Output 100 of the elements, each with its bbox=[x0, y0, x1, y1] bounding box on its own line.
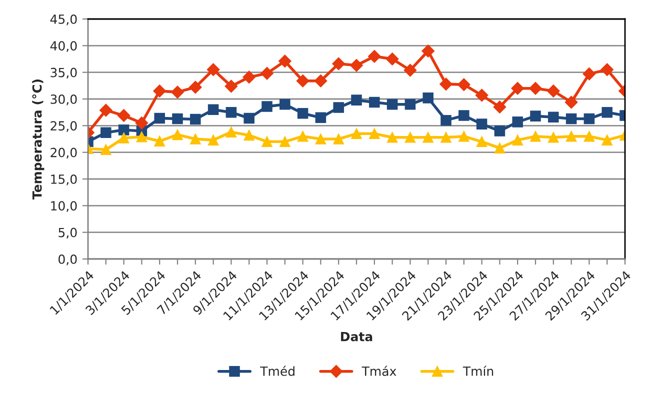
point bbox=[280, 98, 290, 110]
point bbox=[512, 116, 523, 128]
legend-label: Tmín bbox=[462, 366, 494, 376]
point bbox=[315, 112, 326, 124]
point bbox=[404, 98, 416, 110]
point bbox=[457, 78, 470, 92]
y-tick-label: 5,0 bbox=[58, 228, 77, 239]
point bbox=[208, 134, 219, 146]
y-tick-label: 30,0 bbox=[50, 94, 77, 106]
y-tick-label: 35,0 bbox=[50, 68, 77, 79]
point bbox=[422, 132, 434, 143]
point bbox=[440, 132, 452, 143]
point bbox=[153, 84, 166, 98]
point bbox=[226, 126, 237, 138]
point bbox=[224, 80, 238, 93]
point bbox=[582, 68, 596, 80]
point bbox=[566, 130, 577, 142]
point bbox=[244, 112, 254, 124]
point bbox=[529, 82, 542, 95]
point bbox=[440, 78, 452, 90]
point bbox=[369, 96, 380, 108]
point bbox=[584, 113, 595, 124]
point bbox=[262, 101, 272, 112]
point bbox=[280, 136, 290, 148]
point bbox=[493, 100, 506, 114]
point bbox=[422, 44, 435, 58]
point bbox=[190, 134, 201, 144]
point bbox=[494, 142, 506, 154]
point bbox=[172, 129, 183, 140]
point bbox=[476, 118, 488, 130]
point bbox=[530, 110, 541, 122]
point bbox=[386, 98, 398, 110]
y-tick-label: 25,0 bbox=[50, 121, 77, 132]
point bbox=[242, 70, 256, 84]
point bbox=[602, 134, 612, 146]
x-axis-title: Data bbox=[341, 332, 372, 342]
point bbox=[118, 124, 130, 136]
point bbox=[368, 50, 381, 63]
legend-label: Tméd bbox=[260, 366, 294, 376]
point bbox=[262, 136, 272, 148]
point bbox=[350, 58, 363, 72]
legend-label: Tmáx bbox=[362, 366, 396, 376]
point bbox=[386, 132, 398, 143]
point bbox=[600, 63, 614, 76]
point bbox=[475, 88, 488, 102]
y-tick-label: 15,0 bbox=[51, 174, 77, 186]
point bbox=[190, 114, 201, 125]
point bbox=[440, 114, 452, 126]
point bbox=[154, 136, 165, 147]
point bbox=[386, 52, 399, 66]
y-tick-label: 0,0 bbox=[58, 254, 77, 266]
point bbox=[171, 86, 184, 98]
point bbox=[458, 130, 470, 142]
point bbox=[226, 106, 237, 118]
point bbox=[100, 127, 112, 138]
point bbox=[315, 134, 326, 144]
point bbox=[566, 113, 577, 124]
point bbox=[260, 66, 274, 80]
point bbox=[136, 131, 148, 142]
point bbox=[135, 116, 148, 130]
point bbox=[333, 134, 344, 144]
point bbox=[458, 110, 470, 121]
point bbox=[188, 80, 202, 94]
point bbox=[351, 128, 362, 140]
point bbox=[278, 54, 292, 68]
point bbox=[314, 74, 328, 88]
point bbox=[404, 64, 417, 77]
point bbox=[244, 130, 254, 141]
point bbox=[546, 84, 560, 98]
y-axis-title: Temperatura (°C) bbox=[32, 80, 44, 200]
point bbox=[530, 130, 541, 142]
point bbox=[422, 92, 434, 104]
point bbox=[584, 130, 595, 142]
point bbox=[154, 112, 165, 124]
y-tick-label: 20,0 bbox=[50, 148, 77, 159]
point bbox=[100, 144, 112, 156]
point bbox=[476, 136, 488, 148]
point bbox=[172, 113, 183, 124]
point bbox=[404, 132, 416, 143]
point bbox=[511, 82, 524, 95]
point bbox=[512, 134, 523, 146]
point bbox=[117, 109, 130, 122]
y-tick-label: 45,0 bbox=[50, 14, 77, 26]
point bbox=[602, 106, 612, 118]
y-tick-label: 40,0 bbox=[50, 41, 77, 52]
point bbox=[99, 104, 112, 117]
point bbox=[369, 128, 380, 140]
point bbox=[206, 63, 220, 76]
point bbox=[564, 96, 578, 109]
point bbox=[208, 104, 219, 116]
point bbox=[548, 112, 559, 123]
point bbox=[296, 74, 310, 88]
point bbox=[297, 130, 308, 142]
point bbox=[332, 57, 346, 70]
point bbox=[548, 132, 559, 143]
point bbox=[333, 102, 344, 113]
point bbox=[494, 126, 506, 136]
point bbox=[351, 94, 362, 106]
point bbox=[118, 132, 130, 144]
point bbox=[297, 108, 308, 119]
